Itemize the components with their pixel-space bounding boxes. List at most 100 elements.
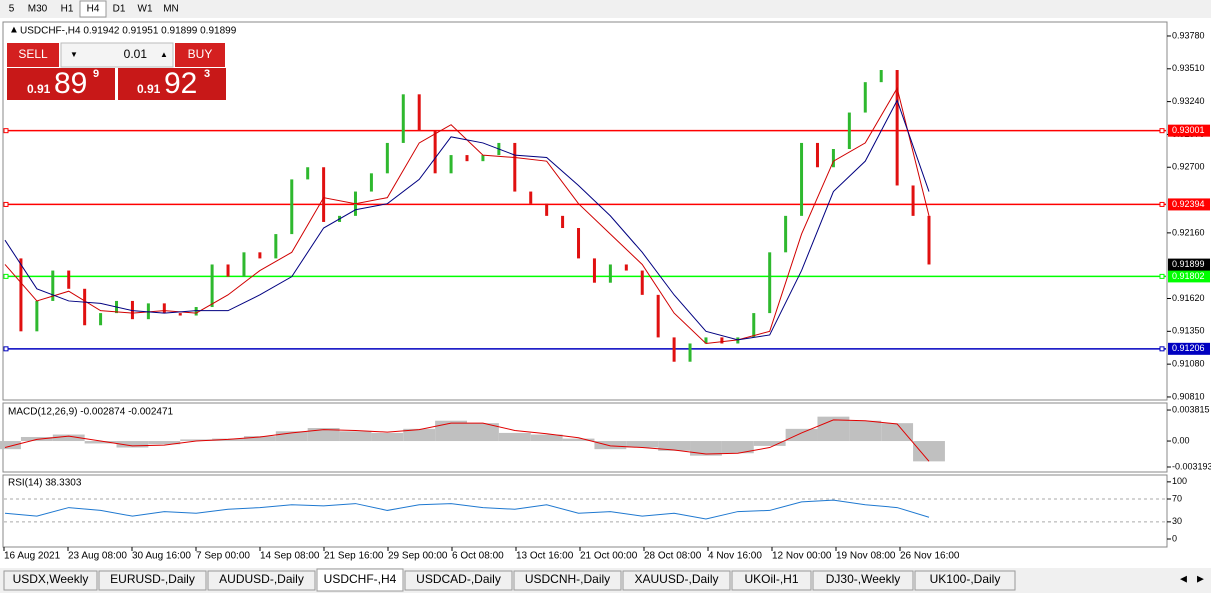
y-tick-label: 0.92700 [1172, 162, 1205, 172]
tab-label: USDX,Weekly [13, 572, 89, 586]
tab[interactable] [513, 570, 622, 591]
timeframe-button[interactable]: H4 [87, 4, 100, 15]
macd-bar [594, 441, 627, 450]
macd-bar [562, 438, 595, 442]
tab-label: AUDUSD-,Daily [219, 572, 304, 586]
timeframe-button[interactable]: M30 [28, 4, 48, 15]
tab[interactable] [98, 570, 207, 591]
candle [927, 215, 931, 265]
candle [720, 337, 724, 344]
y-tick-label: 70 [1172, 493, 1182, 503]
y-tick-label: 0.91620 [1172, 293, 1205, 303]
sell-button[interactable] [7, 43, 59, 67]
candle [736, 337, 740, 344]
macd-panel [2, 402, 1168, 473]
tab-label: USDCHF-,H4 [324, 572, 397, 586]
y-tick-label: 0.003815 [1172, 404, 1210, 414]
macd-bar [913, 441, 945, 462]
tab-scroll[interactable]: ◀ [1180, 573, 1187, 583]
x-tick-label: 6 Oct 08:00 [452, 551, 504, 562]
candle [401, 94, 405, 143]
tab[interactable] [404, 570, 513, 591]
level-handle [1159, 128, 1165, 134]
candle [831, 149, 835, 168]
candle [911, 185, 915, 216]
x-tick-label: 23 Aug 08:00 [68, 551, 127, 562]
y-tick-label: 0.91350 [1172, 326, 1205, 336]
candle [784, 215, 788, 253]
macd-bar [339, 431, 372, 442]
x-tick-label: 30 Aug 16:00 [132, 551, 191, 562]
timeframe-button[interactable]: W1 [138, 4, 153, 15]
level-handle [3, 346, 9, 352]
level-handle [3, 128, 9, 134]
collapse-icon: ▲ [9, 25, 19, 36]
candle [51, 270, 55, 301]
tab[interactable] [207, 570, 316, 591]
timeframe-button[interactable]: MN [163, 4, 179, 15]
rsi-panel [2, 474, 1168, 548]
macd-label: MACD(12,26,9) -0.002874 -0.002471 [8, 407, 174, 418]
macd-bar [243, 436, 276, 442]
timeframe-button[interactable]: H1 [61, 4, 74, 15]
level-tag [1168, 124, 1210, 137]
lot-box[interactable] [60, 42, 174, 68]
candle [130, 300, 134, 320]
buy-label: BUY [188, 47, 213, 61]
candle [465, 155, 469, 162]
candle [433, 130, 437, 174]
tab[interactable] [731, 570, 812, 591]
tab-active[interactable] [316, 568, 404, 592]
ask-prefix: 0.91 [137, 82, 161, 96]
level-tag [1168, 270, 1210, 283]
candle [242, 252, 246, 277]
current-price-label: 0.91899 [1172, 259, 1205, 269]
timeframe-button[interactable]: D1 [113, 4, 126, 15]
level-handle [3, 201, 9, 207]
macd-bar [307, 428, 340, 442]
candle [704, 337, 708, 344]
candle [322, 167, 326, 222]
chart-header: USDCHF-,H4 0.91942 0.91951 0.91899 0.918… [20, 26, 237, 37]
tab[interactable] [914, 570, 1016, 591]
level-tag [1168, 342, 1210, 355]
tab[interactable] [812, 570, 914, 591]
moving-average [4, 99, 930, 341]
macd-bar [371, 432, 404, 442]
macd-signal [4, 419, 930, 462]
x-tick-label: 4 Nov 16:00 [708, 551, 762, 562]
price-tag [1168, 258, 1210, 271]
macd-bar [626, 441, 659, 448]
macd-bar [180, 439, 213, 442]
x-tick-label: 28 Oct 08:00 [644, 551, 702, 562]
candle [258, 252, 262, 259]
bid-sup: 9 [93, 68, 99, 80]
y-tick-label: 0.00 [1172, 435, 1190, 445]
tab[interactable] [622, 570, 731, 591]
candle [545, 203, 549, 216]
level-label: 0.91802 [1172, 271, 1205, 281]
tab-label: UKOil-,H1 [744, 572, 798, 586]
tab[interactable] [3, 570, 98, 591]
candle [561, 215, 565, 229]
level-handle [1159, 201, 1165, 207]
x-tick-label: 21 Oct 00:00 [580, 551, 638, 562]
tab-scroll[interactable]: ▶ [1197, 573, 1204, 583]
timeframe-button[interactable]: 5 [9, 4, 15, 15]
candle [640, 270, 644, 295]
candle [513, 142, 517, 192]
y-tick-label: -0.003193 [1172, 461, 1211, 471]
bid-box[interactable] [7, 68, 115, 100]
candle [529, 191, 533, 204]
macd-bar [530, 434, 563, 442]
buy-button[interactable] [175, 43, 225, 67]
y-tick-label: 0 [1172, 533, 1177, 543]
candle [863, 82, 867, 113]
candle [385, 142, 389, 174]
macd-bar [116, 441, 149, 448]
macd-bar [0, 441, 21, 450]
tab-label: USDCAD-,Daily [416, 572, 501, 586]
candle [608, 264, 612, 283]
ask-box[interactable] [118, 68, 226, 100]
